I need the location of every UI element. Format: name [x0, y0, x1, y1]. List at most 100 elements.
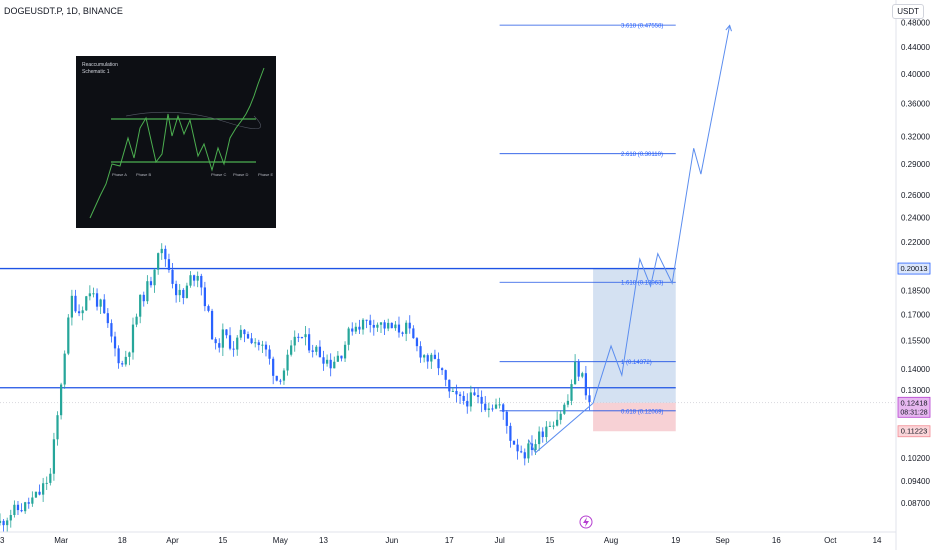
candle: [476, 388, 480, 404]
candle: [487, 402, 490, 418]
candle-body: [563, 404, 566, 414]
candle-body: [185, 285, 189, 298]
candle-body: [250, 338, 253, 344]
price-tick-label: 0.29000: [901, 160, 930, 169]
candle: [297, 333, 300, 343]
candle: [164, 245, 167, 267]
candle-body: [300, 337, 304, 339]
candle-body: [451, 390, 455, 392]
candle-body: [498, 404, 501, 406]
candle: [185, 282, 189, 299]
candle: [59, 382, 63, 420]
candle: [329, 353, 332, 377]
candle-body: [358, 326, 361, 330]
candle: [99, 298, 102, 314]
candle-body: [394, 324, 397, 329]
price-tick-label: 0.32000: [901, 133, 930, 142]
candle: [128, 351, 131, 366]
candles: [0, 243, 591, 532]
alert-lightning-icon[interactable]: [579, 515, 593, 529]
candle-body: [584, 373, 587, 396]
price-badge-last[interactable]: 0.12418 08:31:28: [897, 396, 931, 418]
candle: [192, 274, 196, 287]
candle: [473, 387, 476, 396]
candle: [196, 271, 199, 288]
price-tick-label: 0.26000: [901, 191, 930, 200]
candle-body: [448, 379, 451, 392]
price-badge-target[interactable]: 0.20013: [897, 262, 931, 275]
candle-body: [423, 355, 426, 358]
candle-body: [261, 344, 264, 346]
candle-body: [379, 322, 383, 325]
candle-body: [419, 346, 422, 358]
candle-body: [153, 269, 156, 286]
candle: [167, 253, 171, 273]
currency-label[interactable]: USDT: [892, 4, 924, 19]
symbol-title[interactable]: DOGEUSDT.P, 1D, BINANCE: [4, 6, 123, 16]
candle-body: [354, 326, 357, 332]
time-axis: 13 Mar 18 Apr 15 May 13 Jun 17 Jul 15 Aug 19 Sep 16 Oct…: [0, 531, 896, 545]
candle-body: [16, 504, 20, 511]
candle: [347, 326, 350, 351]
candle: [20, 503, 23, 513]
candle-body: [502, 404, 505, 412]
candle: [412, 325, 415, 339]
candle-body: [81, 310, 84, 314]
candle: [239, 325, 242, 341]
inset-phase-label: Phase D: [233, 172, 248, 177]
candle-body: [390, 322, 393, 329]
candle-body: [228, 335, 232, 349]
candle-body: [351, 328, 354, 332]
candle-body: [412, 328, 415, 339]
candle-body: [466, 400, 469, 407]
price-tick: 0.17000: [901, 310, 930, 319]
time-tick: Apr: [166, 536, 179, 545]
candle-body: [491, 408, 494, 410]
candle: [462, 391, 465, 405]
fib-level-label: 1 (0.14372): [621, 360, 652, 366]
candle: [379, 322, 383, 333]
candle-body: [581, 373, 584, 377]
candle: [264, 341, 268, 357]
candle-body: [2, 520, 5, 526]
candle-body: [566, 400, 570, 405]
price-tick-label: 0.24000: [901, 213, 930, 222]
candle: [146, 275, 149, 305]
candle: [67, 314, 70, 356]
candle-body: [527, 443, 530, 459]
candle-body: [311, 350, 314, 352]
candle: [31, 491, 34, 507]
candle-body: [545, 426, 548, 438]
candle: [415, 337, 419, 352]
time-tick: 16: [772, 536, 781, 545]
candle: [545, 421, 548, 443]
price-tick: 0.24000: [901, 213, 930, 222]
price-badge-stop[interactable]: 0.11223: [897, 425, 931, 438]
candle-body: [570, 384, 573, 401]
candle: [308, 328, 311, 354]
candle-body: [573, 361, 577, 385]
level-lines: [0, 267, 676, 389]
candle-body: [376, 324, 379, 328]
candle: [200, 273, 203, 296]
candle-body: [401, 332, 404, 334]
price-tick: 0.14000: [901, 365, 930, 374]
projection-path: [527, 24, 732, 529]
candle: [13, 500, 16, 518]
position-zones: [593, 268, 676, 432]
candle: [182, 288, 185, 305]
price-tick: 0.13000: [901, 386, 930, 395]
time-tick-label: Sep: [715, 536, 730, 545]
price-tick: 0.36000: [901, 99, 930, 108]
candle: [77, 304, 81, 317]
time-tick: Aug: [604, 536, 618, 545]
candle-body: [556, 419, 559, 426]
candle-body: [6, 520, 9, 526]
candle-body: [397, 324, 401, 333]
price-tick: 0.26000: [901, 191, 930, 200]
candle: [577, 359, 580, 382]
candle-body: [27, 502, 30, 504]
target-zone: [593, 268, 676, 403]
